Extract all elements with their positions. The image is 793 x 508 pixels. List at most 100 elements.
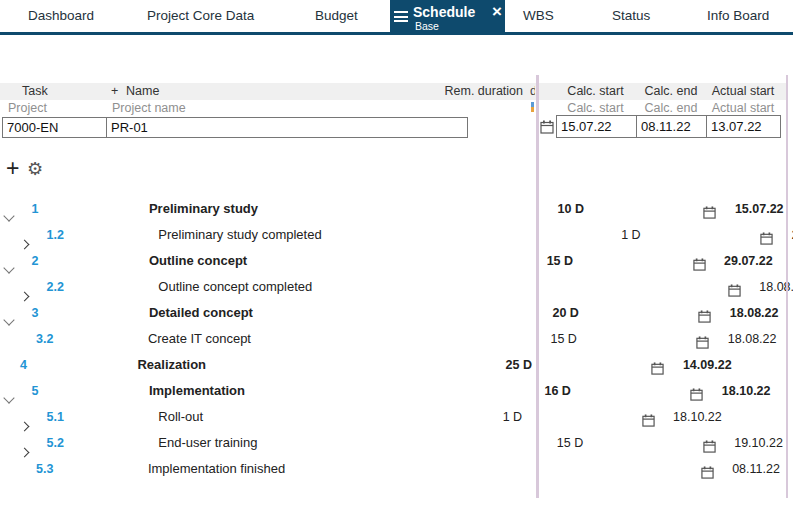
schedule-page: Dashboard Project Core Data Budget WBS S… [0, 0, 793, 508]
col-header-task: Task [22, 83, 48, 100]
chevron-down-icon[interactable] [3, 392, 14, 403]
add-task-button[interactable]: + [6, 156, 19, 180]
task-name[interactable]: Detailed concept [149, 305, 253, 320]
calendar-icon[interactable] [642, 416, 658, 430]
task-duration: 1 D [621, 228, 640, 242]
calendar-icon[interactable] [540, 120, 554, 134]
chevron-down-icon[interactable] [3, 262, 14, 273]
calc-start-value: 18.10.22 [673, 410, 722, 424]
calendar-icon[interactable] [651, 364, 667, 378]
calendar-icon[interactable] [698, 312, 714, 326]
column-header-row: Task + Name Rem. duration d Calc. start … [0, 83, 786, 100]
clipped-icon-fragment [531, 102, 534, 113]
gear-icon[interactable]: ⚙ [27, 159, 43, 179]
task-name[interactable]: Outline concept [149, 253, 247, 268]
task-number: 5 [31, 384, 38, 398]
tab-schedule-active[interactable]: Schedule × Base [390, 0, 505, 35]
calc-start-value: 19.10.22 [734, 436, 783, 450]
task-name[interactable]: End-user training [158, 435, 257, 450]
calendar-icon[interactable] [760, 234, 776, 248]
task-number: 3 [31, 306, 38, 320]
task-number: 5.2 [46, 436, 63, 450]
task-duration: 15 D [557, 436, 583, 450]
filter-name-label: Project name [112, 100, 186, 116]
task-duration: 15 D [550, 332, 576, 346]
pane-splitter-right[interactable] [786, 75, 788, 498]
calc-start-value: 08.11.22 [732, 462, 780, 476]
table-row[interactable]: 5.1 Roll-out 1 D 18.10.22 18.10.22 [0, 404, 793, 430]
project-id-input[interactable] [3, 118, 106, 137]
task-number: 4 [20, 358, 27, 372]
table-row[interactable]: 1.2 Preliminary study completed 1 D 28.0… [0, 222, 793, 248]
tab-wbs[interactable]: WBS [523, 0, 554, 32]
task-number: 5.1 [46, 410, 63, 424]
calc-start-value: 18.10.22 [722, 384, 771, 398]
tab-budget[interactable]: Budget [315, 0, 358, 32]
calc-start-value: 14.09.22 [683, 358, 732, 372]
task-number: 1.2 [46, 228, 63, 242]
calendar-icon[interactable] [701, 468, 717, 482]
tab-info-board[interactable]: Info Board [707, 0, 769, 32]
calendar-icon[interactable] [696, 338, 712, 352]
task-name[interactable]: Implementation [149, 383, 245, 398]
col-header-rem-duration: Rem. duration [423, 83, 523, 100]
task-duration: 20 D [552, 306, 578, 320]
table-row[interactable]: 5.3 Implementation finished 08.11.22 08.… [0, 456, 793, 482]
tab-schedule-label: Schedule [413, 4, 475, 20]
task-name[interactable]: Realization [137, 357, 206, 372]
task-name[interactable]: Preliminary study [149, 201, 258, 216]
add-column-icon[interactable]: + [111, 83, 118, 100]
table-row[interactable]: 3.2 Create IT concept 15 D 18.08.22 07.0… [0, 326, 793, 352]
calc-start-value: 15.07.22 [735, 202, 784, 216]
col-header-calc-start: Calc. start [556, 83, 635, 100]
tab-project-core-data[interactable]: Project Core Data [147, 0, 254, 32]
task-name[interactable]: Roll-out [158, 409, 203, 424]
filter-calc-end-label: Calc. end [636, 100, 706, 116]
tab-status[interactable]: Status [612, 0, 650, 32]
task-duration: 15 D [547, 254, 573, 268]
col-header-calc-end: Calc. end [636, 83, 706, 100]
chevron-down-icon[interactable] [3, 314, 14, 325]
task-duration: 10 D [558, 202, 584, 216]
close-icon[interactable]: × [492, 3, 502, 20]
calc-end-input[interactable] [636, 116, 706, 137]
filter-task-label: Project [8, 100, 47, 116]
table-row[interactable]: 5.2 End-user training 15 D 19.10.22 08.1… [0, 430, 793, 456]
filter-calc-start-label: Calc. start [556, 100, 635, 116]
task-number: 2.2 [46, 280, 63, 294]
tab-schedule-sublabel: Base [415, 20, 439, 32]
task-number: 5.3 [36, 462, 53, 476]
calendar-icon[interactable] [703, 442, 719, 456]
tab-dashboard[interactable]: Dashboard [28, 0, 94, 32]
task-duration: 16 D [544, 384, 570, 398]
task-name[interactable]: Outline concept completed [158, 279, 312, 294]
table-row[interactable]: 5 Implementation 16 D 18.10.22 08.11.22 [0, 378, 793, 404]
calendar-icon[interactable] [690, 390, 706, 404]
calc-start-input[interactable] [557, 116, 636, 137]
task-name[interactable]: Create IT concept [148, 331, 251, 346]
task-rows: 1 Preliminary study 10 D 15.07.22 28.07.… [0, 196, 793, 482]
task-duration: 1 D [503, 410, 522, 424]
table-row[interactable]: 2.2 Outline concept completed 18.08.22 1… [0, 274, 793, 300]
task-number: 2 [31, 254, 38, 268]
task-name[interactable]: Preliminary study completed [158, 227, 321, 242]
filter-actual-start-label: Actual start [705, 100, 781, 116]
chevron-down-icon[interactable] [3, 210, 14, 221]
menu-icon[interactable] [394, 11, 408, 22]
calendar-icon[interactable] [703, 208, 719, 222]
calc-start-value: 18.08.22 [728, 332, 777, 346]
table-row[interactable]: 2 Outline concept 15 D 29.07.22 18.08.22 [0, 248, 793, 274]
task-number: 1 [31, 202, 38, 216]
table-row[interactable]: 1 Preliminary study 10 D 15.07.22 28.07.… [0, 196, 793, 222]
actual-start-input[interactable] [706, 116, 778, 137]
project-name-input[interactable] [106, 118, 466, 137]
table-row[interactable]: 3 Detailed concept 20 D 18.08.22 14.09.2… [0, 300, 793, 326]
calendar-icon[interactable] [728, 286, 744, 300]
task-name[interactable]: Implementation finished [148, 461, 285, 476]
table-row[interactable]: 4 Realization 25 D 14.09.22 18.10.22 [0, 352, 793, 378]
clipped-column-fragment: d [530, 83, 535, 100]
pane-splitter-left[interactable] [536, 75, 539, 498]
calendar-icon[interactable] [693, 260, 709, 274]
filter-row: Project Project name Calc. start Calc. e… [0, 100, 786, 116]
calc-start-value: 29.07.22 [724, 254, 773, 268]
